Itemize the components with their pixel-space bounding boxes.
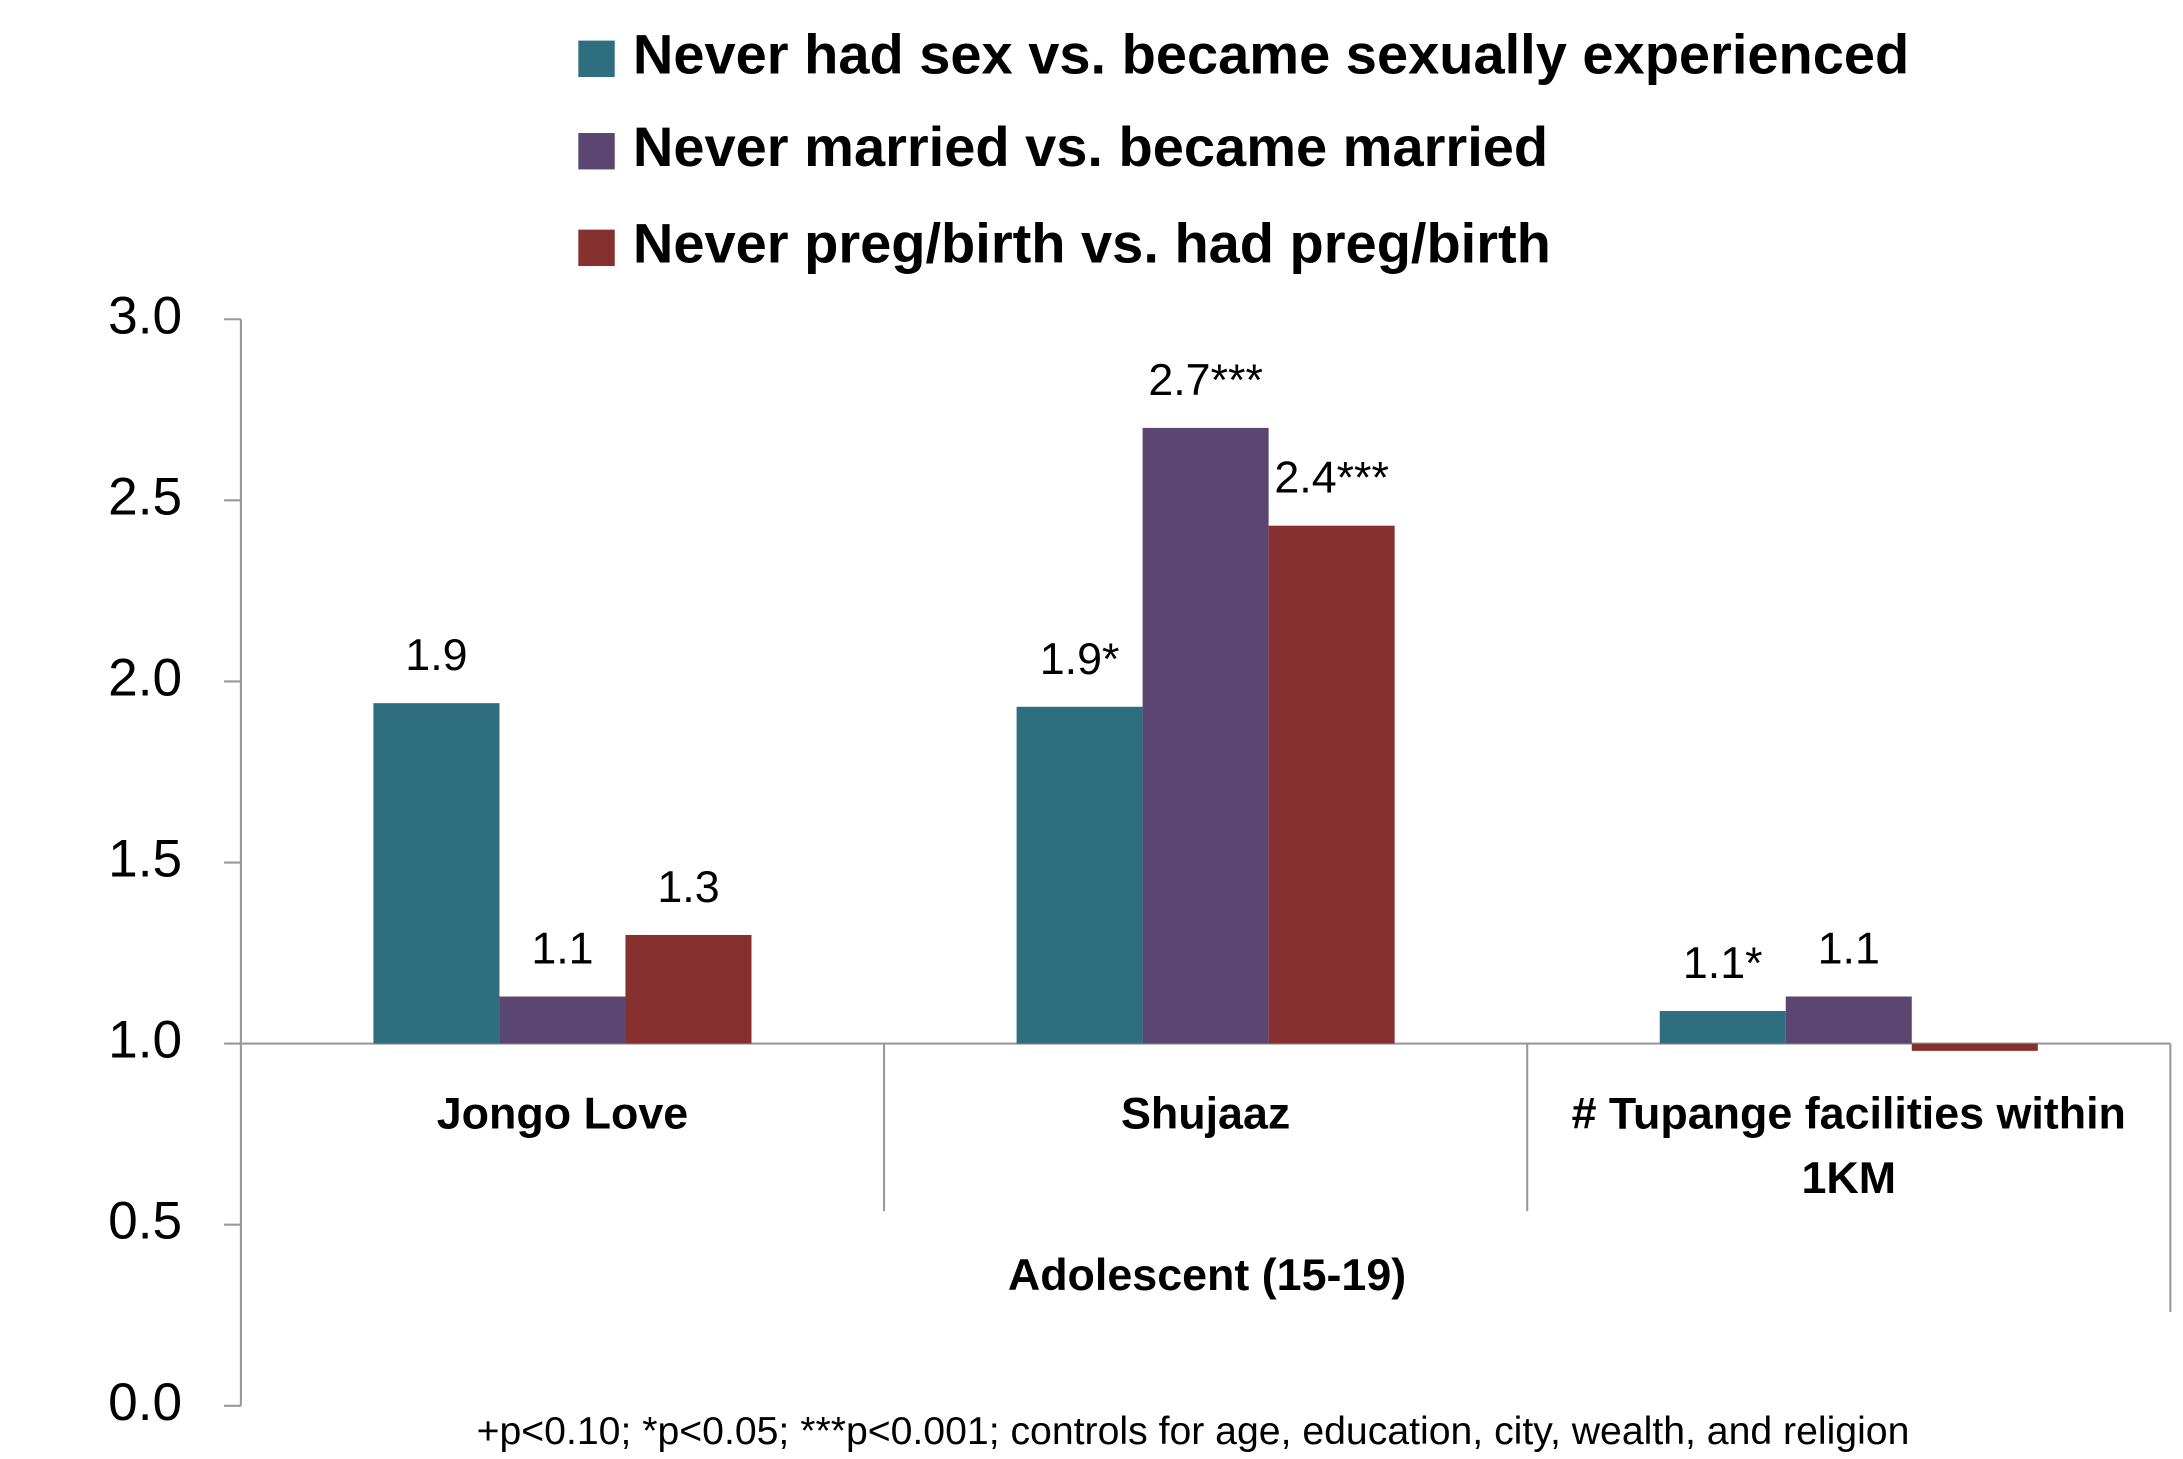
legend-label: Never had sex vs. became sexually experi… — [633, 23, 1909, 86]
bar — [1785, 996, 1912, 1044]
bar — [1268, 525, 1395, 1044]
value-label: 2.7*** — [1148, 355, 1263, 405]
y-tick-label: 1.0 — [108, 1011, 182, 1070]
y-tick-label: 0.5 — [108, 1192, 182, 1251]
legend-label: Never preg/birth vs. had preg/birth — [633, 212, 1551, 275]
legend-swatch — [578, 133, 615, 170]
value-label: 1.9 — [405, 630, 467, 680]
y-tick-label: 2.5 — [108, 467, 182, 526]
y-tick-label: 2.0 — [108, 648, 182, 707]
value-label: 1.1 — [531, 924, 593, 974]
y-tick-label: 3.0 — [108, 286, 182, 345]
x-tick-label: Jongo Love — [436, 1087, 689, 1139]
legend-swatch — [578, 229, 615, 267]
bar — [1016, 706, 1143, 1044]
x-label-box: Shujaaz — [1120, 1087, 1291, 1139]
bar — [1142, 427, 1269, 1044]
y-tick-label: 1.5 — [108, 830, 182, 889]
value-label: 1.1 — [1818, 924, 1880, 974]
legend-label: Never married vs. became married — [633, 115, 1548, 178]
y-tick-label: 0.0 — [108, 1373, 182, 1432]
value-label: 1.1* — [1683, 938, 1763, 988]
x-label-box: # Tupange facilities within 1KM — [1571, 1087, 2126, 1203]
x-label-box: Jongo Love — [436, 1087, 689, 1139]
bar — [499, 996, 626, 1044]
bar — [625, 934, 752, 1044]
value-label: 1.9* — [1040, 634, 1120, 684]
x-tick-label: Shujaaz — [1120, 1087, 1291, 1139]
value-label: 1.3 — [657, 862, 719, 912]
group-label: Adolescent (15-19) — [1008, 1250, 1406, 1300]
footnote: +p<0.10; *p<0.05; ***p<0.001; controls f… — [477, 1410, 1910, 1453]
bar — [1911, 1043, 2038, 1051]
bar — [1659, 1011, 1786, 1044]
value-label: 2.4*** — [1274, 453, 1389, 503]
bar — [373, 703, 500, 1044]
x-tick-label: # Tupange facilities within 1KM — [1571, 1087, 2126, 1203]
legend-swatch — [578, 40, 615, 78]
